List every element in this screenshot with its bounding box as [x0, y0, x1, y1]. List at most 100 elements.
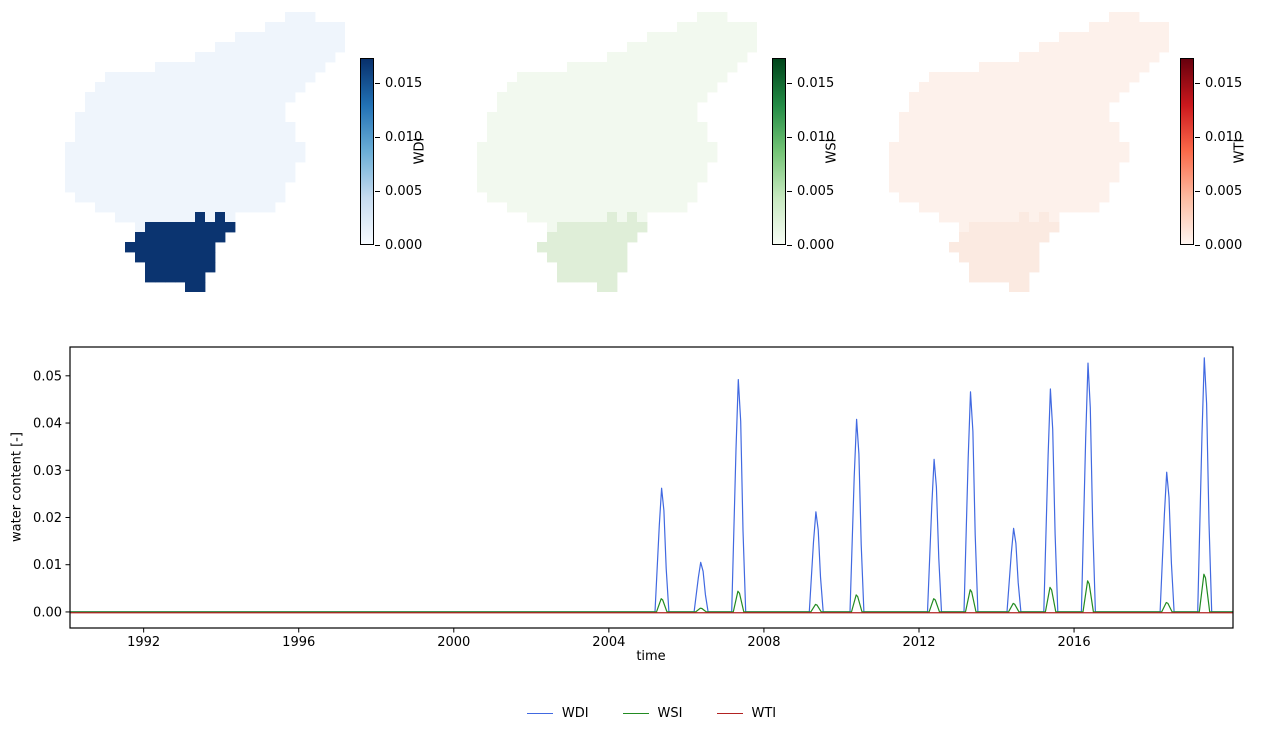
map-cell [1099, 52, 1110, 63]
map-cell [567, 172, 578, 183]
map-cell [205, 182, 216, 193]
map-cell [677, 92, 688, 103]
map-cell [979, 82, 990, 93]
map-cell [1049, 192, 1060, 203]
map-cell [1019, 172, 1030, 183]
map-cell [497, 112, 508, 123]
x-tick-label: 2004 [592, 635, 625, 650]
map-cell [717, 32, 728, 43]
map-cell [175, 62, 186, 73]
map-cell [949, 72, 960, 83]
map-cell [1029, 102, 1040, 113]
map-cell [255, 42, 266, 53]
map-cell [969, 152, 980, 163]
legend-item-wdi: WDI [526, 706, 589, 721]
map-cell [929, 132, 940, 143]
map-cell [175, 152, 186, 163]
map-cell [175, 142, 186, 153]
map-cell [597, 172, 608, 183]
map-cell [557, 272, 568, 283]
map-cell [225, 152, 236, 163]
map-cell [477, 182, 488, 193]
map-cell [1039, 122, 1050, 133]
wti-colorbar: WTI 0.000 0.005 0.010 0.015 [1180, 58, 1269, 252]
map-cell [527, 162, 538, 173]
map-cell [205, 92, 216, 103]
map-cell [929, 172, 940, 183]
map-cell [517, 132, 528, 143]
map-cell [1009, 242, 1020, 253]
map-cell [979, 62, 990, 73]
map-cell [255, 112, 266, 123]
map-cell [597, 92, 608, 103]
map-cell [275, 182, 286, 193]
map-cell [959, 182, 970, 193]
map-cell [617, 82, 628, 93]
map-cell [1059, 42, 1070, 53]
map-cell [295, 152, 306, 163]
map-cell [647, 92, 658, 103]
map-cell [909, 162, 920, 173]
map-cell [1009, 132, 1020, 143]
map-cell [597, 122, 608, 133]
map-cell [1019, 142, 1030, 153]
map-cell [205, 132, 216, 143]
map-cell [627, 202, 638, 213]
map-cell [677, 112, 688, 123]
map-cell [1039, 82, 1050, 93]
map-cell [175, 242, 186, 253]
map-cell [909, 152, 920, 163]
wti-map [889, 12, 1169, 292]
map-cell [637, 172, 648, 183]
map-cell [899, 112, 910, 123]
map-cell [707, 52, 718, 63]
map-cell [205, 62, 216, 73]
map-cell [215, 112, 226, 123]
map-cell [697, 132, 708, 143]
map-cell [1049, 182, 1060, 193]
map-cell [305, 12, 316, 23]
map-cell [285, 122, 296, 133]
map-cell [1089, 172, 1100, 183]
map-cell [969, 182, 980, 193]
map-cell [637, 92, 648, 103]
map-cell [185, 112, 196, 123]
map-cell [85, 162, 96, 173]
map-cell [617, 152, 628, 163]
map-cell [999, 182, 1010, 193]
map-cell [195, 92, 206, 103]
map-cell [125, 202, 136, 213]
map-cell [95, 122, 106, 133]
map-cell [707, 22, 718, 33]
map-cell [1019, 182, 1030, 193]
map-cell [165, 132, 176, 143]
map-cell [1069, 62, 1080, 73]
map-cell [225, 112, 236, 123]
map-cell [145, 82, 156, 93]
map-cell [285, 22, 296, 33]
map-cell [115, 192, 126, 203]
map-cell [1069, 92, 1080, 103]
map-cell [105, 142, 116, 153]
map-cell [597, 62, 608, 73]
map-cell [979, 112, 990, 123]
map-cell [889, 182, 900, 193]
map-cell [587, 122, 598, 133]
map-cell [245, 62, 256, 73]
map-cell [949, 202, 960, 213]
map-cell [255, 82, 266, 93]
map-cell [1009, 262, 1020, 273]
map-cell [105, 92, 116, 103]
map-cell [1149, 22, 1160, 33]
map-cell [909, 112, 920, 123]
map-cell [195, 152, 206, 163]
map-cell [1029, 92, 1040, 103]
map-cell [165, 252, 176, 263]
map-cell [577, 242, 588, 253]
map-cell [999, 202, 1010, 213]
map-cell [617, 62, 628, 73]
map-cell [627, 112, 638, 123]
x-tick-label: 1996 [282, 635, 315, 650]
map-cell [607, 132, 618, 143]
map-cell [989, 82, 1000, 93]
